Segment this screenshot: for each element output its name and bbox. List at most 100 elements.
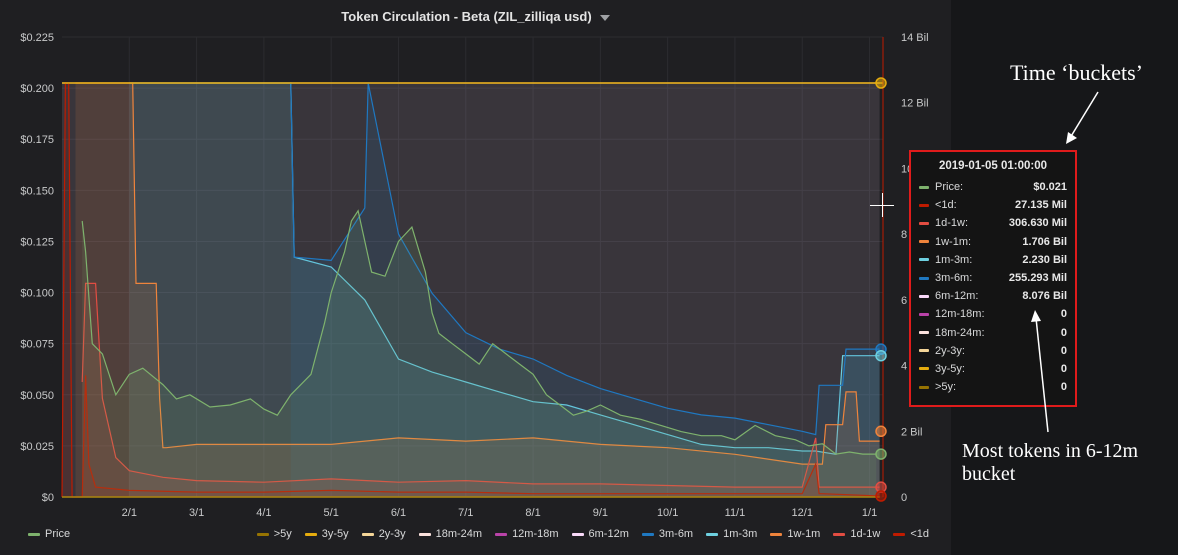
legend-item-r4[interactable]: 12m-18m [495,528,559,540]
chevron-down-icon[interactable] [599,14,610,21]
x-tick-label: 9/1 [593,507,608,519]
legend-swatch [418,532,431,536]
y2-tick-label: 6 [901,295,907,307]
legend-item-r6[interactable]: 3m-6m [641,528,693,540]
series-endpoint-dot [875,490,887,502]
legend-item-r3[interactable]: 18m-24m [418,528,483,540]
y2-tick-label: 2 Bil [901,426,922,438]
tooltip-row: 3m-6m: 255.293 Mil [919,269,1067,287]
legend-label: Price [45,528,71,540]
tooltip-value: 1.706 Bil [1022,235,1067,248]
tooltip-row: 2y-3y: 0 [919,342,1067,360]
tooltip-label: 1m-3m: [935,253,973,266]
tooltip-label: 2y-3y: [935,344,965,357]
legend-item-r8[interactable]: 1w-1m [770,528,820,540]
tooltip-label: 3y-5y: [935,362,965,375]
tooltip-value: 0 [1060,344,1067,357]
legend-item-r10[interactable]: <1d [893,528,929,540]
tooltip-label: 12m-18m: [935,308,985,321]
y2-tick-label: 12 Bil [901,98,929,110]
series-endpoint-dot [875,425,887,438]
legend-swatch [706,532,719,536]
tooltip-swatch [919,240,929,244]
legend-label: 1m-3m [723,528,758,540]
x-tick-label: 12/1 [792,507,813,519]
tooltip-row: 1w-1m: 1.706 Bil [919,233,1067,251]
chart-svg: $0 $0.025 $0.050 $0.075 $0.100 $0.125 $0.150 $0… [20,32,929,519]
legend-label: 18m-24m [435,528,483,540]
series-area-Price [82,210,877,498]
series-endpoint-dot [875,77,887,89]
legend-swatch [361,532,374,536]
tooltip-row: 1m-3m: 2.230 Bil [919,251,1067,269]
y-tick-label: $0 [42,492,54,504]
tooltip-swatch [919,349,929,353]
y-tick-label: $0.025 [20,441,54,453]
legend-swatch [833,532,846,536]
arrow-to-tooltip [1069,91,1099,139]
tooltip-swatch [919,385,929,389]
series-line-1d1w [81,282,880,488]
tooltip-value: 0 [1060,381,1067,394]
tooltip-label: 6m-12m: [935,290,979,303]
x-tick-label: 10/1 [657,507,678,519]
tooltip-value: 255.293 Mil [1008,272,1067,285]
legend-label: 12m-18m [512,528,559,540]
legend-label: 6m-12m [588,528,629,540]
y2-tick-label: 4 [901,361,907,373]
x-tick-label: 11/1 [725,507,746,519]
tooltip-swatch [919,331,929,335]
tooltip-title: 2019-01-05 01:00:00 [938,160,1048,172]
tooltip-value: 306.630 Mil [1008,217,1067,230]
series-area-6m12m [62,83,880,497]
tooltip-row: 3y-5y: 0 [919,360,1067,378]
tooltip-label: 1d-1w: [935,217,969,230]
legend-swatch [893,532,906,536]
tooltip-row: 6m-12m: 8.076 Bil [919,287,1067,305]
series-endpoint-dot [875,448,887,460]
tooltip-label: <1d: [935,199,957,212]
legend-swatch [256,532,269,536]
legend-item-r1[interactable]: 3y-5y [304,528,349,540]
tooltip-swatch [919,276,929,280]
tooltip-swatch [919,367,929,371]
legend-item-r9[interactable]: 1d-1w [833,528,880,540]
tooltip-label: >5y: [935,381,957,394]
legend-item-r2[interactable]: 2y-3y [361,528,406,540]
tooltip-row: 18m-24m: 0 [919,324,1067,342]
y-tick-label: $0.225 [20,32,54,44]
x-tick-label: 5/1 [324,507,339,519]
legend-label: 1d-1w [850,528,881,540]
tooltip-row: 12m-18m: 0 [919,305,1067,323]
legend-swatch [495,532,508,536]
tooltip-value: $0.021 [1033,181,1067,194]
x-tick-label: 1/1 [862,507,877,519]
series-area-1m3m [129,83,880,497]
tooltip-swatch [919,221,929,225]
series-area-1w1m [75,83,880,497]
legend-item-r0[interactable]: >5y [256,528,292,540]
legend-item-r5[interactable]: 6m-12m [571,528,629,540]
tooltip-value: 0 [1060,362,1067,375]
series-line-1m3m [129,82,880,455]
series-line-3m6m [290,82,880,436]
tooltip-swatch [919,203,929,207]
arrowhead-to-tooltip [1066,132,1077,144]
annotation-time-buckets: Time ‘buckets’ [1010,60,1144,85]
legend-label: 3y-5y [321,528,349,540]
y2-tick-label: 14 Bil [901,32,929,44]
x-tick-label: 4/1 [256,507,271,519]
y-tick-label: $0.150 [20,185,54,197]
crosshair-cursor-v [882,193,883,217]
y-tick-label: $0.200 [20,83,54,95]
legend-item-r7[interactable]: 1m-3m [706,528,757,540]
legend-item-l0[interactable]: Price [28,528,70,540]
x-tick-label: 8/1 [525,507,540,519]
y2-tick-label: 0 [901,492,907,504]
annotation-most-tokens: Most tokens in 6-12m bucket [962,440,1139,485]
tooltip-row: <1d: 27.135 Mil [919,196,1067,214]
panel-title[interactable]: Token Circulation - Beta (ZIL_zilliqa us… [0,9,951,24]
legend-swatch [28,532,40,536]
chart-panel: Token Circulation - Beta (ZIL_zilliqa us… [0,9,951,540]
y-tick-label: $0.125 [20,236,54,248]
